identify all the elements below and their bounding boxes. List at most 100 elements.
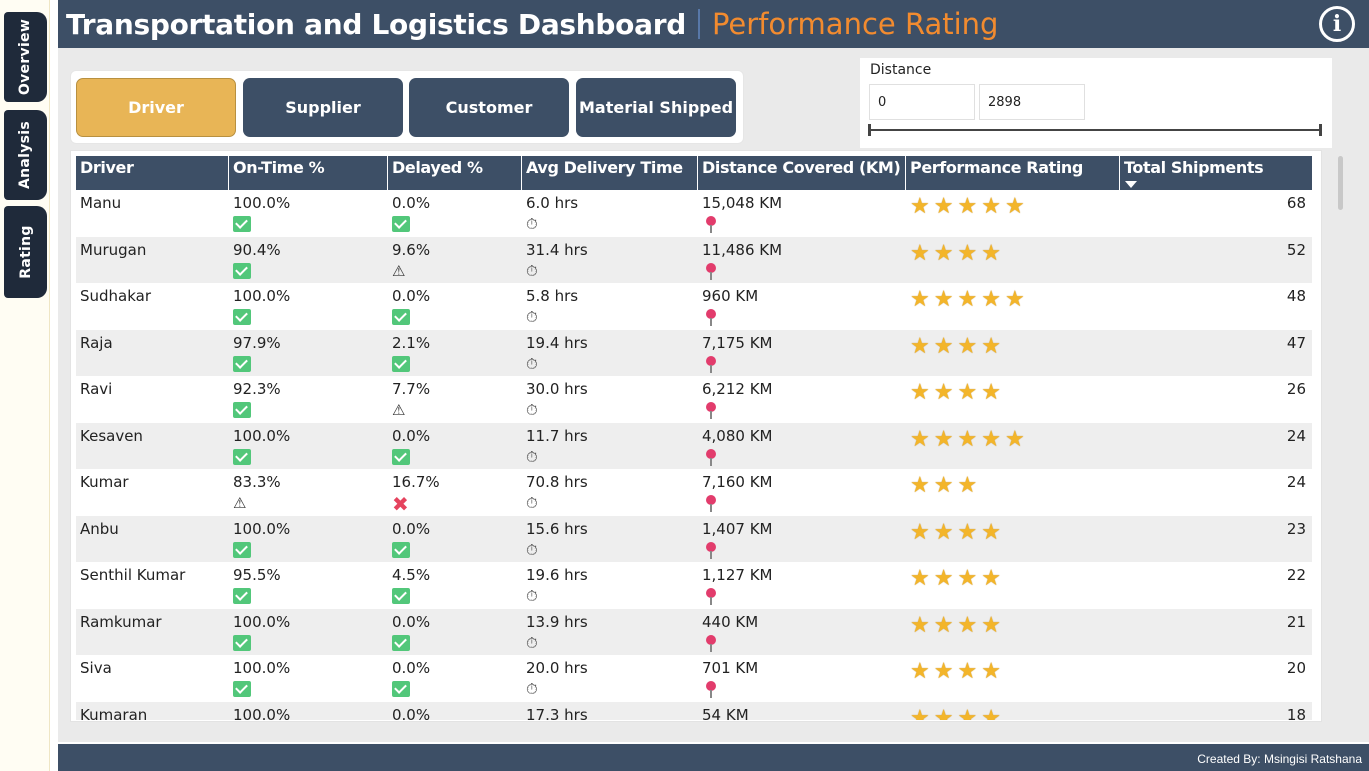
cell-distance: 6,212 KM (698, 376, 906, 423)
column-header-rating[interactable]: Performance Rating (906, 156, 1120, 190)
table-row[interactable]: Manu 100.0% 0.0% 6.0 hrs ⏱ 15,048 KM ★ ★ ★ ★ ★ 68 (76, 190, 1312, 237)
cell-delayed: 7.7% ⚠ (388, 376, 522, 423)
star-icon: ★ (933, 612, 954, 638)
table-row[interactable]: Ramkumar 100.0% 0.0% 13.9 hrs ⏱ 440 KM ★ ★ ★ ★ 21 (76, 608, 1312, 657)
cell-total-shipments: 48 (1286, 287, 1306, 305)
star-icon: ★ (957, 240, 978, 266)
distance-min-input[interactable]: 0 (869, 84, 975, 120)
check-icon (392, 309, 410, 325)
cell-distance: 960 KM (698, 283, 906, 330)
star-icon: ★ (933, 380, 954, 405)
table-scrollbar[interactable] (1338, 156, 1343, 210)
cell-ontime: 92.3% (229, 376, 388, 423)
cell-delayed: 0.0% (388, 702, 522, 721)
cell-rating: ★ ★ ★ ★ (906, 655, 1120, 702)
cell-rating: ★ ★ ★ ★ (906, 702, 1120, 720)
info-icon[interactable]: i (1319, 6, 1355, 42)
cell-rating: ★ ★ ★ ★ (906, 237, 1120, 284)
cell-ontime: 100.0% (229, 190, 388, 237)
table-row[interactable]: Sudhakar 100.0% 0.0% 5.8 hrs ⏱ 960 KM ★ ★ ★ ★ ★ 48 (76, 283, 1312, 330)
star-rating: ★ ★ ★ ★ (910, 240, 1120, 266)
star-icon: ★ (981, 705, 1001, 720)
filter-button-material-shipped[interactable]: Material Shipped (576, 78, 736, 137)
check-icon (233, 634, 251, 651)
cell-ontime: 95.5% (229, 562, 388, 609)
map-pin-icon (706, 448, 716, 471)
stopwatch-icon: ⏱ (526, 215, 538, 233)
table-row[interactable]: Kesaven 100.0% 0.0% 11.7 hrs ⏱ 4,080 KM ★ ★ ★ ★ ★ 2… (76, 422, 1312, 471)
cell-distance: 1,127 KM (698, 562, 906, 609)
cell-avg-delivery: 19.4 hrs ⏱ (522, 330, 698, 377)
table-row[interactable]: Siva 100.0% 0.0% 20.0 hrs ⏱ 701 KM ★ ★ ★ ★ 20 (76, 655, 1312, 702)
star-icon: ★ (957, 612, 978, 638)
column-header-driver[interactable]: Driver (76, 156, 229, 190)
stopwatch-icon: ⏱ (526, 308, 538, 326)
star-icon: ★ (910, 194, 930, 219)
star-icon: ★ (981, 519, 1001, 545)
side-nav: Overview Analysis Rating (0, 0, 50, 771)
cell-delayed: 0.0% (388, 190, 522, 237)
star-icon: ★ (981, 659, 1001, 684)
star-icon: ★ (981, 426, 1001, 452)
table-row[interactable]: Ravi 92.3% 7.7% ⚠ 30.0 hrs ⏱ 6,212 KM ★ ★ ★ ★ 26 (76, 376, 1312, 423)
filter-button-supplier[interactable]: Supplier (243, 78, 403, 137)
cell-delayed: 0.0% (388, 283, 522, 330)
cell-distance: 7,175 KM (698, 330, 906, 377)
nav-tab-analysis[interactable]: Analysis (4, 110, 47, 200)
cell-driver: Senthil Kumar (80, 566, 186, 584)
cell-ontime: 100.0% (229, 702, 388, 721)
check-icon (392, 541, 410, 558)
nav-tab-overview[interactable]: Overview (4, 12, 47, 102)
star-rating: ★ ★ ★ (910, 475, 1120, 497)
star-rating: ★ ★ ★ ★ (910, 382, 1120, 404)
nav-tab-label: Rating (17, 225, 34, 279)
table-row[interactable]: Raja 97.9% 2.1% 19.4 hrs ⏱ 7,175 KM ★ ★ ★ ★ 47 (76, 329, 1312, 377)
star-icon: ★ (933, 240, 954, 266)
distance-slider-track[interactable] (869, 129, 1321, 131)
distance-max-input[interactable]: 2898 (979, 84, 1085, 120)
cell-avg-delivery: 19.6 hrs ⏱ (522, 562, 698, 609)
warning-icon: ⚠ (392, 261, 406, 280)
cell-delayed: 0.0% (388, 423, 522, 470)
cell-total-shipments: 21 (1286, 612, 1306, 631)
table-row[interactable]: Murugan 90.4% 9.6% ⚠ 31.4 hrs ⏱ 11,486 KM ★ ★ ★ ★ 5… (76, 236, 1312, 284)
star-icon: ★ (933, 473, 954, 498)
cell-driver: Kumar (80, 473, 129, 491)
map-pin-icon (706, 634, 716, 657)
cell-rating: ★ ★ ★ ★ (906, 330, 1120, 377)
column-header-total-shipments[interactable]: Total Shipments (1120, 156, 1312, 190)
cell-driver: Anbu (80, 519, 119, 538)
column-header-ontime[interactable]: On-Time % (229, 156, 388, 190)
table-row[interactable]: Anbu 100.0% 0.0% 15.6 hrs ⏱ 1,407 KM ★ ★ ★ ★ 23 (76, 515, 1312, 563)
cell-driver: Raja (80, 333, 113, 352)
cell-total-shipments: 24 (1286, 426, 1306, 445)
cell-rating: ★ ★ ★ ★ (906, 376, 1120, 423)
filter-button-customer[interactable]: Customer (409, 78, 569, 137)
column-header-distance[interactable]: Distance Covered (KM) (698, 156, 906, 190)
table-row[interactable]: Senthil Kumar 95.5% 4.5% 19.6 hrs ⏱ 1,127 KM ★… (76, 562, 1312, 609)
star-icon: ★ (957, 194, 978, 219)
cell-avg-delivery: 30.0 hrs ⏱ (522, 376, 698, 423)
star-icon: ★ (910, 705, 930, 720)
filter-button-driver[interactable]: Driver (76, 78, 236, 137)
column-header-label: Total Shipments (1124, 158, 1264, 177)
cell-driver: Murugan (80, 240, 147, 259)
check-icon (392, 448, 410, 465)
distance-slider-max-handle[interactable] (1319, 124, 1322, 136)
table-row[interactable]: Kumar 83.3% ⚠ 16.7% ✖ 70.8 hrs ⏱ 7,160 KM ★ ★ ★ 24 (76, 469, 1312, 516)
map-pin-icon (706, 355, 716, 378)
column-header-delayed[interactable]: Delayed % (388, 156, 522, 190)
star-icon: ★ (981, 566, 1001, 591)
cell-ontime: 97.9% (229, 330, 388, 377)
star-icon: ★ (981, 194, 1001, 219)
cell-rating: ★ ★ ★ ★ (906, 516, 1120, 563)
cell-distance: 1,407 KM (698, 516, 906, 563)
star-icon: ★ (1004, 194, 1025, 219)
cell-total-shipments: 22 (1286, 566, 1306, 584)
column-header-avg-delivery[interactable]: Avg Delivery Time (522, 156, 698, 190)
nav-tab-rating[interactable]: Rating (4, 206, 47, 298)
distance-slider-min-handle[interactable] (868, 124, 871, 136)
star-icon: ★ (910, 287, 930, 312)
cell-distance: 7,160 KM (698, 469, 906, 516)
